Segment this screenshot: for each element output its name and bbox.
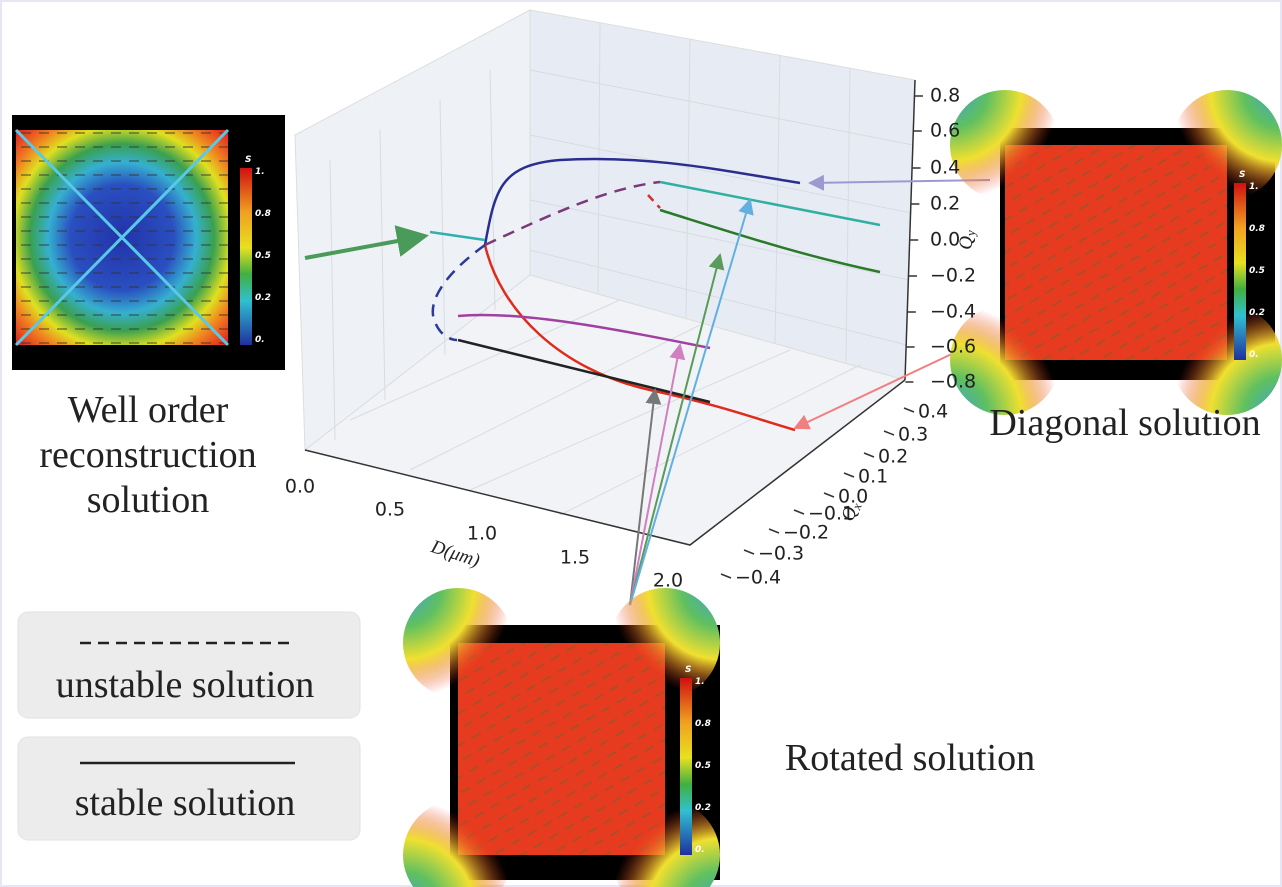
- inset-rotated: [403, 588, 720, 887]
- y-tick: [864, 453, 874, 457]
- y-tick-label: 0.1: [858, 466, 888, 488]
- colorbar-tick: 0.5: [1249, 266, 1265, 276]
- y-tick-label: 0.3: [898, 424, 928, 446]
- z-tick-label: −0.4: [930, 301, 976, 323]
- inset-diagonal: [950, 90, 1282, 415]
- colorbar-title: S: [685, 665, 691, 675]
- y-tick: [744, 550, 754, 554]
- colorbar-tick: 0.: [255, 335, 265, 345]
- y-tick: [884, 431, 894, 435]
- colorbar-tick: 0.: [1249, 350, 1259, 360]
- z-tick-label: 0.6: [930, 120, 960, 142]
- colorbar-tick: 0.5: [255, 251, 271, 261]
- z-tick-label: −0.8: [930, 371, 976, 393]
- colorbar-tick: 0.5: [695, 761, 711, 771]
- colorbar-tick: 1.: [1249, 182, 1259, 192]
- x-tick-label: 0.5: [375, 499, 405, 521]
- colorbar-title: S: [245, 155, 251, 165]
- colorbar-tick: 0.2: [255, 293, 271, 303]
- panel-label: Rotated solution: [785, 737, 1035, 779]
- colorbar-tick: 1.: [695, 677, 705, 687]
- y-tick-label: −0.3: [758, 543, 804, 565]
- panel-label: solution: [87, 479, 209, 521]
- y-tick-label: 0.2: [878, 446, 908, 468]
- legend-unstable: unstable solution: [56, 664, 315, 706]
- y-tick-label: −0.4: [735, 567, 781, 589]
- y-tick: [769, 529, 779, 533]
- figure: unstable solution stable solution Well o…: [0, 0, 1282, 887]
- colorbar-tick: 1.: [255, 167, 265, 177]
- panel-label: reconstruction: [39, 434, 256, 476]
- z-tick-label: 0.2: [930, 193, 960, 215]
- legend-stable: stable solution: [75, 782, 296, 824]
- y-tick-label: −0.2: [783, 522, 829, 544]
- axes-3d: [295, 10, 915, 545]
- x-tick-label: 1.0: [467, 523, 497, 545]
- z-tick-label: 0.4: [930, 157, 960, 179]
- z-tick-label: −0.6: [930, 336, 976, 358]
- y-tick: [904, 408, 914, 412]
- x-tick-label: 2.0: [653, 570, 683, 592]
- inset-well-order: [12, 115, 285, 370]
- colorbar-tick: 0.2: [1249, 308, 1265, 318]
- y-tick: [721, 574, 731, 578]
- y-tick: [794, 510, 804, 514]
- colorbar-tick: 0.8: [695, 719, 711, 729]
- colorbar-title: S: [1239, 170, 1245, 180]
- legend: unstable solution stable solution: [18, 612, 360, 840]
- y-tick: [824, 493, 834, 497]
- panel-label: Well order: [68, 389, 229, 431]
- x-tick-label: 1.5: [560, 547, 590, 569]
- z-tick-label: 0.8: [930, 85, 960, 107]
- colorbar-tick: 0.: [695, 845, 705, 855]
- z-tick-label: 0.0: [930, 229, 960, 251]
- colorbar-tick: 0.2: [695, 803, 711, 813]
- y-tick: [844, 473, 854, 477]
- panel-label: Diagonal solution: [989, 402, 1260, 444]
- x-tick-label: 0.0: [285, 476, 315, 498]
- label-sub: y: [963, 230, 978, 238]
- z-tick-label: −0.2: [930, 265, 976, 287]
- colorbar-tick: 0.8: [1249, 224, 1265, 234]
- y-tick-label: 0.4: [918, 401, 948, 423]
- colorbar-tick: 0.8: [255, 209, 271, 219]
